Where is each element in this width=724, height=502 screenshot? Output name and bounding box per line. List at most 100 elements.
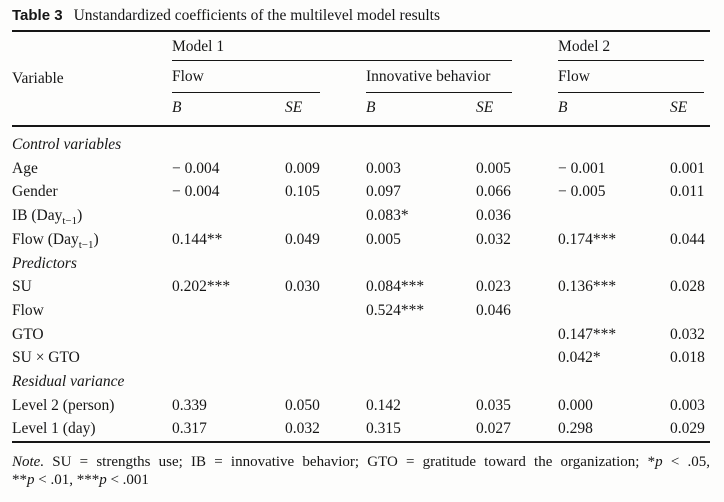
- value-cell: 0.028: [670, 278, 705, 296]
- value-cell: [366, 323, 476, 347]
- value-cell: 0.005: [366, 230, 401, 248]
- table-caption-text: Unstandardized coefficients of the multi…: [73, 7, 441, 24]
- table-row-gender: Gender − 0.004 0.105 0.097 0.066 − 0.005…: [12, 180, 710, 204]
- table-number-label: Table 3: [12, 7, 63, 24]
- value-cell: 0.003: [366, 159, 401, 177]
- table-note: Note. SU = strengths use; IB = innovativ…: [12, 454, 710, 489]
- innovative-behavior-label: Innovative behavior: [366, 68, 491, 85]
- col-header-variable: Variable: [12, 31, 172, 127]
- col-header-b3: B: [558, 93, 671, 127]
- section-row-predictors: Predictors: [12, 252, 710, 276]
- col-header-se2: SE: [476, 93, 559, 127]
- value-cell: 0.000: [558, 396, 593, 414]
- value-cell: [172, 204, 285, 228]
- row-label: SU: [12, 278, 32, 296]
- value-cell: 0.005: [476, 159, 511, 177]
- row-label: Predictors: [12, 254, 77, 272]
- value-cell: [172, 346, 285, 370]
- col-header-model1: Model 1: [172, 31, 558, 61]
- value-cell: − 0.005: [558, 183, 606, 201]
- value-cell: 0.136***: [558, 278, 617, 296]
- value-cell: 0.298: [558, 417, 671, 444]
- value-cell: − 0.004: [172, 183, 220, 201]
- value-cell: 0.046: [476, 301, 511, 319]
- value-cell: [558, 204, 670, 228]
- value-cell: 0.009: [285, 159, 320, 177]
- col-header-innovative-behavior: Innovative behavior: [366, 61, 558, 93]
- col-header-b2: B: [366, 93, 476, 127]
- value-cell: 0.011: [670, 183, 705, 201]
- value-cell: 0.142: [366, 396, 401, 414]
- row-label: Control variables: [12, 136, 122, 153]
- table-row-gto: GTO 0.147*** 0.032: [12, 323, 710, 347]
- value-cell: 0.036: [476, 207, 511, 225]
- value-cell: 0.174***: [558, 230, 617, 248]
- value-cell: [670, 204, 710, 228]
- value-cell: 0.029: [670, 417, 711, 444]
- value-cell: 0.084***: [366, 278, 425, 296]
- col-header-b1: B: [172, 93, 285, 127]
- col-header-model2: Model 2: [558, 31, 710, 61]
- row-label: Level 1 (day): [12, 417, 172, 444]
- header-row-models: Variable Model 1 Model 2: [12, 31, 710, 127]
- col-header-flow-2: Flow: [558, 61, 710, 93]
- row-label: SU × GTO: [12, 349, 80, 367]
- value-cell: [285, 346, 366, 370]
- value-cell: [558, 299, 670, 323]
- row-label: Residual variance: [12, 373, 125, 391]
- value-cell: [285, 299, 366, 323]
- subscript: t−1: [78, 238, 94, 251]
- table-row-ib-lagged: IB (Dayt−1) 0.083* 0.036: [12, 204, 710, 228]
- value-cell: [172, 323, 285, 347]
- col-header-se3: SE: [670, 93, 711, 127]
- value-cell: 0.027: [476, 417, 559, 444]
- table-caption: Table 3 Unstandardized coefficients of th…: [12, 6, 712, 30]
- value-cell: 0.032: [670, 325, 705, 343]
- table-row-flow: Flow 0.524*** 0.046: [12, 299, 710, 323]
- table-row-flow-lagged: Flow (Dayt−1) 0.144** 0.049 0.005 0.032 …: [12, 228, 710, 252]
- subscript: t−1: [62, 215, 78, 228]
- value-cell: 0.066: [476, 183, 511, 201]
- model2-label: Model 2: [558, 38, 611, 55]
- row-label: Gender: [12, 183, 58, 201]
- value-cell: 0.083*: [366, 207, 409, 225]
- value-cell: 0.049: [285, 230, 320, 248]
- results-table: Variable Model 1 Model 2 Flow Innovative…: [12, 30, 711, 444]
- section-row-control-variables: Control variables: [12, 126, 710, 157]
- header-row-outcomes: Flow Innovative behavior Flow: [12, 61, 710, 93]
- value-cell: [366, 346, 476, 370]
- value-cell: 0.030: [285, 278, 320, 296]
- value-cell: [476, 346, 558, 370]
- row-label: Flow: [12, 301, 44, 319]
- value-cell: 0.105: [285, 183, 320, 201]
- value-cell: − 0.004: [172, 159, 220, 177]
- model1-label: Model 1: [172, 38, 225, 55]
- value-cell: 0.317: [172, 417, 285, 444]
- value-cell: 0.032: [476, 230, 511, 248]
- note-line-2: **p < .01, ***p < .001: [12, 471, 149, 488]
- value-cell: [285, 204, 366, 228]
- value-cell: 0.003: [670, 396, 705, 414]
- value-cell: 0.144**: [172, 230, 223, 248]
- value-cell: 0.018: [670, 349, 705, 367]
- table-row-level1-day: Level 1 (day) 0.317 0.032 0.315 0.027 0.…: [12, 417, 711, 444]
- table-row-su-x-gto: SU × GTO 0.042* 0.018: [12, 346, 710, 370]
- value-cell: 0.044: [670, 230, 705, 248]
- value-cell: 0.001: [670, 159, 705, 177]
- value-cell: 0.097: [366, 183, 401, 201]
- value-cell: 0.524***: [366, 301, 425, 319]
- col-header-flow-1: Flow: [172, 61, 366, 93]
- table-row-su: SU 0.202*** 0.030 0.084*** 0.023 0.136**…: [12, 275, 710, 299]
- value-cell: 0.339: [172, 396, 207, 414]
- row-label: GTO: [12, 325, 44, 343]
- table-row-level2-person: Level 2 (person) 0.339 0.050 0.142 0.035…: [12, 394, 710, 418]
- row-label: Age: [12, 159, 38, 177]
- row-label: IB (Dayt−1): [12, 207, 83, 228]
- value-cell: 0.315: [366, 417, 476, 444]
- value-cell: [476, 323, 558, 347]
- section-row-residual-variance: Residual variance: [12, 370, 710, 394]
- value-cell: 0.202***: [172, 278, 231, 296]
- header-row-stats: B SE B SE B SE: [12, 93, 711, 127]
- value-cell: 0.050: [285, 396, 320, 414]
